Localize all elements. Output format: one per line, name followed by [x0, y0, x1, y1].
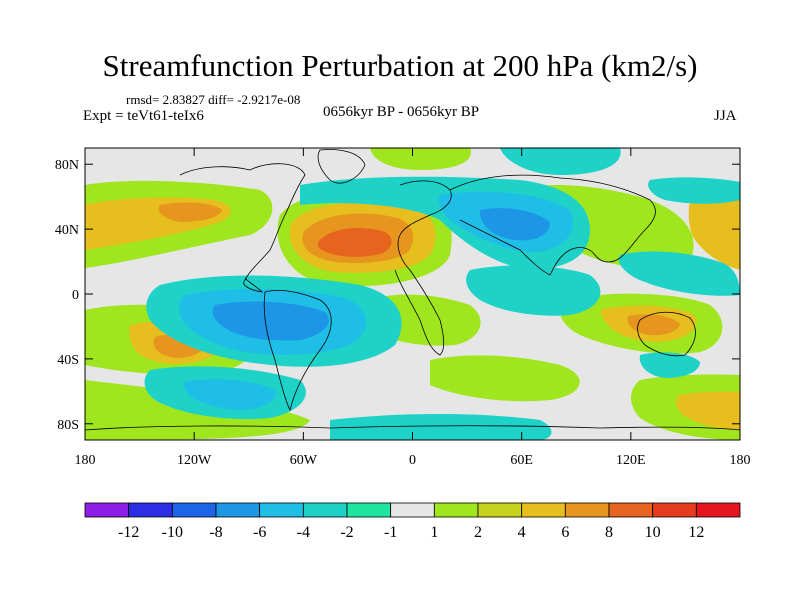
colorbar-swatch — [128, 502, 173, 518]
colorbar-label: -8 — [209, 524, 222, 541]
colorbar: -12 -10 -8 -6 -4 -2 -1 1 2 4 6 8 10 12 — [84, 502, 741, 541]
negative-region-indian-ocean — [466, 265, 601, 316]
colorbar-label: -1 — [384, 524, 397, 541]
coastline-asia — [449, 174, 656, 276]
contour-fill-layer — [85, 148, 740, 440]
colorbar-label: 1 — [430, 524, 438, 541]
lon-tick-label: 120W — [177, 453, 212, 468]
colorbar-label: -10 — [162, 524, 183, 541]
colorbar-swatch — [433, 502, 479, 518]
coastline-south-america — [263, 290, 332, 412]
colorbar-swatch — [521, 502, 566, 518]
positive-region-southern-east-core — [676, 391, 740, 430]
longitude-ticks: 180 120W 60W 0 60E 120E 180 — [75, 148, 751, 468]
positive-region-n-pacific-east-max — [158, 202, 222, 222]
lon-tick-label: 60E — [510, 453, 533, 468]
map-title: Streamfunction Perturbation at 200 hPa (… — [102, 48, 698, 83]
colorbar-label: -2 — [340, 524, 353, 541]
colorbar-swatch — [652, 502, 697, 518]
colorbar-swatch — [84, 502, 130, 518]
latitude-ticks: 80N 40N 0 40S 80S — [55, 158, 740, 433]
colorbar-swatch — [171, 502, 217, 518]
lat-tick-label: 0 — [72, 288, 79, 303]
negative-region-arctic — [500, 148, 621, 175]
negative-region-antarctic — [330, 414, 552, 440]
colorbar-label: -12 — [118, 524, 139, 541]
colorbar-label: 6 — [561, 524, 569, 541]
lat-tick-label: 40N — [55, 223, 79, 238]
colorbar-swatch — [346, 502, 392, 518]
coastline-antarctica — [85, 425, 740, 431]
negative-region-eurasia-max — [479, 208, 550, 241]
coastline-australia — [637, 311, 696, 357]
period-label: 0656kyr BP - 0656kyr BP — [323, 104, 480, 120]
lon-tick-label: 120E — [616, 453, 646, 468]
negative-region-north-pacific — [648, 177, 740, 204]
colorbar-label: 4 — [518, 524, 526, 541]
positive-region-arctic-green — [370, 148, 471, 170]
negative-region-west-pacific — [618, 251, 740, 296]
negative-region-australia-south — [639, 352, 700, 378]
lat-tick-label: 80S — [57, 418, 79, 433]
colorbar-label: 12 — [688, 524, 704, 541]
lat-tick-label: 80N — [55, 158, 79, 173]
lon-tick-label: 180 — [75, 453, 96, 468]
colorbar-label: 8 — [605, 524, 613, 541]
lat-tick-label: 40S — [57, 353, 79, 368]
experiment-label: Expt = teVt61-teIx6 — [83, 108, 204, 124]
colorbar-swatch — [390, 502, 435, 518]
lon-tick-label: 60W — [290, 453, 318, 468]
colorbar-label: 2 — [474, 524, 482, 541]
colorbar-label: 10 — [645, 524, 661, 541]
negative-region-south-pacific-deep-core — [184, 379, 276, 410]
colorbar-swatch — [215, 502, 261, 518]
lon-tick-label: 180 — [730, 453, 751, 468]
season-label: JJA — [714, 108, 737, 124]
coastline-europe-africa — [394, 180, 452, 356]
negative-region-south-atlantic-max — [212, 301, 329, 341]
coastline-north-america — [179, 163, 306, 293]
coastlines — [85, 149, 740, 431]
positive-region-south-indian — [430, 355, 580, 402]
colorbar-swatch — [259, 502, 304, 518]
rmsd-diff-stats: rmsd= 2.83827 diff= -2.9217e-08 — [126, 92, 301, 107]
colorbar-label: -4 — [297, 524, 310, 541]
colorbar-label: -6 — [253, 524, 266, 541]
positive-region-north-pacific-west — [688, 197, 740, 270]
positive-region-n-atlantic-peak — [317, 228, 392, 257]
colorbar-swatch — [608, 502, 654, 518]
colorbar-swatch — [564, 502, 610, 518]
colorbar-swatch — [302, 502, 348, 518]
colorbar-swatch — [695, 502, 741, 518]
coastline-greenland — [317, 149, 366, 184]
colorbar-swatch — [477, 502, 523, 518]
lon-tick-label: 0 — [409, 453, 416, 468]
